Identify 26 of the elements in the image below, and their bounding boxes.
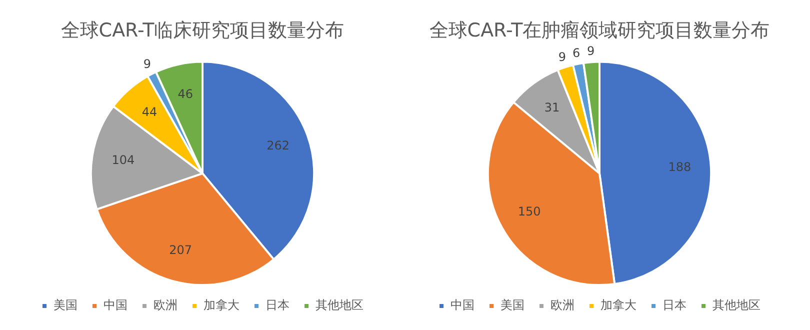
legend-label: 日本: [266, 298, 290, 312]
legend-label: 欧洲: [550, 298, 574, 312]
data-label: 262: [266, 138, 290, 152]
legend-label: 中国: [450, 298, 474, 312]
data-label: 188: [668, 160, 692, 174]
legend-label: 其他地区: [316, 298, 364, 312]
data-label: 207: [169, 242, 192, 257]
data-label: 104: [112, 152, 135, 167]
data-label: 44: [142, 105, 158, 120]
chart-title: 全球CAR-T在肿瘤领域研究项目数量分布: [429, 19, 770, 42]
legend-label: 美国: [500, 298, 524, 312]
legend-label: 欧洲: [154, 298, 178, 312]
legend-label: 美国: [54, 298, 78, 312]
data-label: 46: [178, 87, 193, 102]
data-label: 150: [518, 204, 541, 219]
data-label: 9: [558, 50, 566, 64]
data-label: 9: [143, 57, 152, 72]
legend-label: 加拿大: [204, 298, 240, 312]
legend-label: 中国: [104, 298, 128, 312]
legend-label: 日本: [662, 298, 686, 312]
legend-label: 其他地区: [712, 298, 760, 312]
chart-title: 全球CAR-T临床研究项目数量分布: [60, 19, 344, 42]
legend-label: 加拿大: [600, 298, 636, 312]
data-label: 9: [586, 44, 595, 58]
data-label: 31: [544, 100, 560, 115]
data-label: 6: [572, 46, 580, 60]
